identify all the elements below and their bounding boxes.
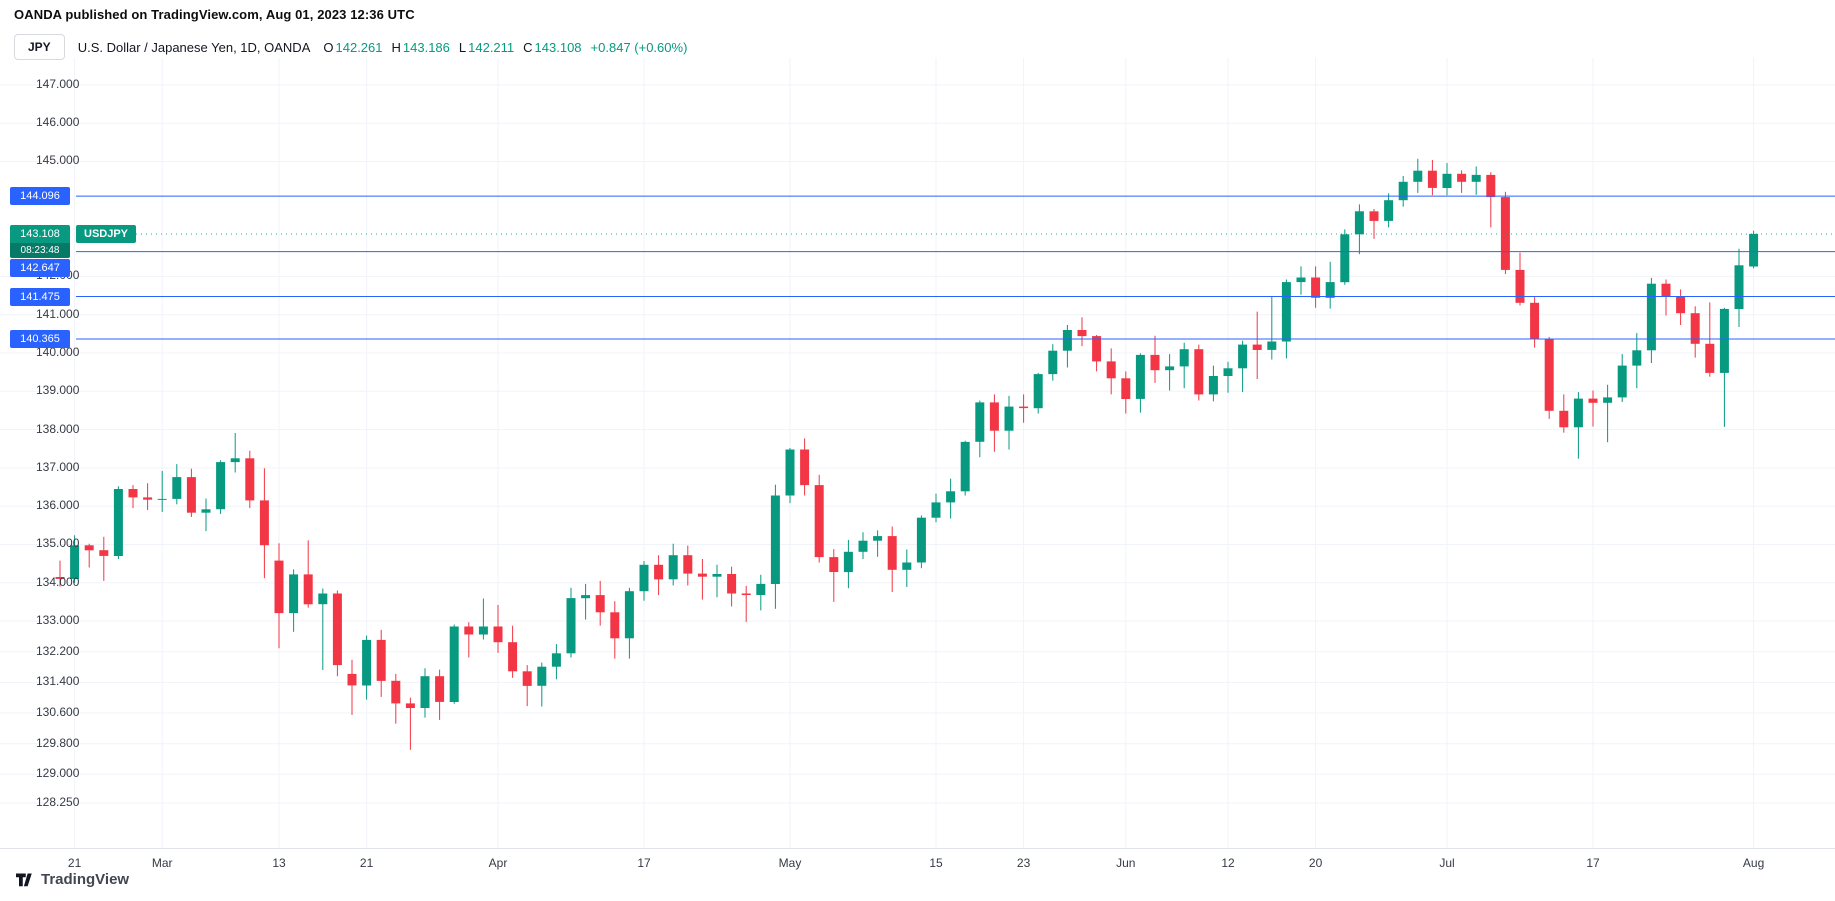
tradingview-logo-icon	[16, 873, 32, 887]
ohlc-open-label: O	[323, 39, 334, 55]
ohlc-readout: O 142.261 H 143.186 L 142.211 C 143.108 +0.8…	[323, 40, 687, 55]
ohlc-change: +0.847 (+0.60%)	[591, 40, 688, 55]
chart-title[interactable]: U.S. Dollar / Japanese Yen, 1D, OANDA	[77, 39, 311, 55]
symbol-button[interactable]: JPY	[14, 34, 65, 60]
ohlc-close-value: 143.108	[534, 39, 582, 55]
ohlc-open: O 142.261	[323, 40, 382, 55]
chart-header: JPY U.S. Dollar / Japanese Yen, 1D, OAND…	[14, 32, 687, 62]
ohlc-change-value: +0.847 (+0.60%)	[590, 39, 688, 55]
tradingview-logo-text: TradingView	[41, 871, 130, 888]
ohlc-high-value: 143.186	[402, 39, 450, 55]
ohlc-low: L 142.211	[459, 40, 514, 55]
attribution-bar: OANDA published on TradingView.com, Aug …	[14, 7, 415, 22]
tradingview-logo[interactable]: TradingView	[13, 869, 129, 890]
ohlc-open-value: 142.261	[335, 39, 383, 55]
ohlc-low-value: 142.211	[468, 39, 515, 55]
level-lines-layer[interactable]	[76, 195, 1835, 340]
ohlc-low-label: L	[458, 39, 467, 55]
ohlc-high-label: H	[391, 39, 401, 55]
ohlc-high: H 143.186	[392, 40, 450, 55]
ohlc-close: C 143.108	[523, 40, 581, 55]
ohlc-close-label: C	[523, 39, 533, 55]
candles-layer	[55, 158, 1759, 750]
time-axis-separator	[0, 848, 1835, 849]
grid-layer	[0, 58, 1835, 848]
